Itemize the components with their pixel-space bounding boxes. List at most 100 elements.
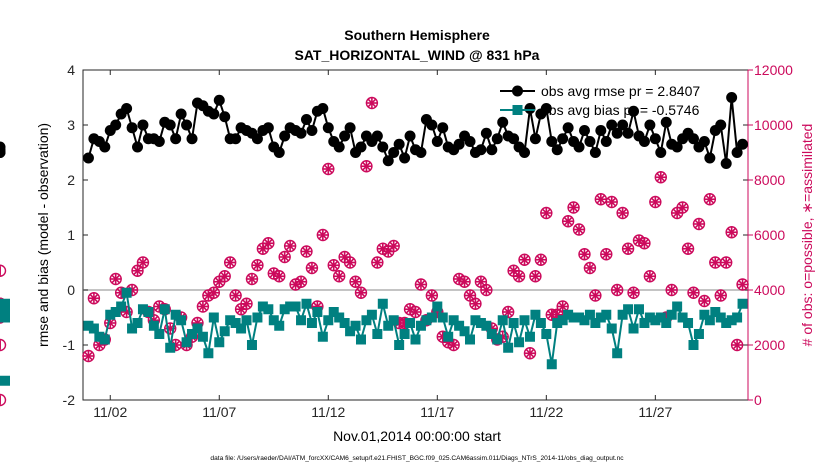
assimilated-count-point — [219, 270, 231, 282]
left-tick-label: 0 — [67, 282, 75, 298]
rmse-point — [300, 114, 312, 125]
asterisk-stroke — [590, 291, 600, 300]
bias-point — [203, 348, 214, 359]
rmse-point — [344, 122, 356, 134]
assimilated-count-point — [737, 279, 749, 290]
assimilated-count-point — [366, 97, 378, 109]
bias-point — [644, 312, 655, 323]
bias-point — [465, 334, 476, 345]
asterisk-stroke — [525, 348, 535, 358]
bias-point — [301, 298, 312, 309]
rmse-point — [322, 122, 334, 134]
assimilated-count-point — [295, 276, 307, 288]
legend-rmse-marker — [512, 85, 523, 97]
asterisk-stroke — [705, 194, 715, 204]
assimilated-count-point — [638, 237, 650, 249]
possible-count-point — [0, 264, 7, 277]
bias-point — [279, 304, 290, 315]
asterisk-stroke — [340, 252, 350, 262]
asterisk-stroke — [618, 208, 628, 218]
rmse-point — [737, 138, 749, 150]
assimilated-count-point — [644, 270, 656, 282]
asterisk-stroke — [683, 244, 693, 254]
asterisk-stroke — [721, 258, 731, 267]
legend-rmse-label: obs avg rmse pr = 2.8407 — [541, 83, 700, 99]
rmse-point — [388, 147, 400, 158]
bias-point — [214, 337, 225, 348]
bias-point — [263, 304, 274, 315]
rmse-point — [181, 119, 193, 131]
assimilated-count-point — [529, 270, 541, 282]
asterisk-stroke — [252, 260, 262, 270]
rmse-point — [251, 133, 263, 145]
assimilated-count-point — [568, 202, 580, 213]
asterisk-stroke — [629, 288, 638, 298]
rmse-point — [628, 105, 640, 117]
assimilated-count-point — [251, 259, 263, 271]
bias-point — [601, 309, 612, 320]
rmse-point — [426, 119, 438, 131]
bias-point — [372, 329, 383, 339]
left-tick-label: 4 — [67, 62, 75, 78]
asterisk-stroke — [367, 98, 377, 108]
asterisk-stroke — [574, 225, 584, 234]
assimilated-count-point — [241, 298, 253, 310]
rmse-point — [540, 103, 552, 114]
bias-point — [443, 331, 454, 342]
assimilated-count-point — [715, 290, 727, 301]
assimilated-count-point — [562, 215, 574, 227]
rmse-point — [99, 141, 111, 153]
asterisk-stroke — [111, 274, 121, 284]
asterisk-stroke — [323, 164, 333, 174]
bias-point — [99, 334, 110, 345]
bias-point — [432, 301, 443, 312]
assimilated-count-point — [88, 292, 100, 304]
bias-point — [503, 342, 514, 353]
assimilated-count-point — [464, 290, 476, 301]
rmse-point — [573, 141, 585, 153]
bias-point — [574, 312, 585, 323]
assimilated-count-point — [284, 240, 296, 252]
bias-point — [459, 326, 470, 337]
asterisk-stroke — [356, 288, 366, 298]
bias-point — [737, 298, 748, 309]
bias-point — [448, 315, 459, 326]
x-tick-label: 11/12 — [311, 404, 345, 420]
possible-count-point — [0, 393, 7, 407]
bias-point — [497, 315, 508, 326]
asterisk-stroke — [552, 310, 562, 320]
rmse-point — [273, 147, 285, 158]
bias-point — [355, 334, 366, 345]
asterisk-stroke — [699, 296, 709, 306]
rmse-point — [339, 130, 351, 142]
rmse-point — [486, 144, 498, 156]
bias-point — [121, 287, 132, 298]
x-tick-label: 11/17 — [420, 404, 454, 420]
bias-point — [606, 323, 617, 334]
bias-point — [628, 323, 639, 334]
bias-point — [579, 315, 590, 326]
x-tick-label: 11/07 — [202, 404, 236, 420]
assimilated-count-point — [704, 193, 716, 205]
bias-point — [693, 329, 704, 339]
bias-point — [486, 329, 497, 339]
bias-point — [666, 309, 677, 320]
rmse-point — [649, 133, 661, 145]
assimilated-count-point — [584, 262, 596, 274]
asterisk-stroke — [242, 299, 251, 309]
assimilated-count-point — [709, 257, 721, 268]
bias-point — [148, 320, 159, 331]
bias-point — [655, 312, 666, 323]
assimilated-count-point — [246, 273, 258, 285]
assimilated-count-point — [273, 270, 285, 282]
rmse-point — [687, 133, 699, 145]
bias-point — [524, 331, 535, 342]
asterisk-stroke — [678, 203, 688, 212]
asterisk-stroke — [209, 288, 219, 298]
asterisk-stroke — [411, 307, 420, 317]
bias-point — [181, 337, 192, 348]
bias-point — [421, 315, 432, 326]
bias-point — [715, 312, 726, 323]
bias-point — [481, 320, 492, 331]
asterisk-stroke — [520, 255, 529, 265]
